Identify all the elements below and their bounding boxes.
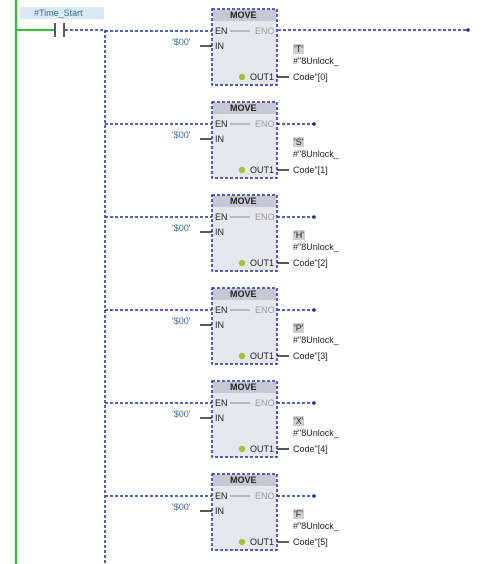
eno-pin-label: ENO xyxy=(255,398,275,408)
out1-pin-label: OUT1 xyxy=(250,72,275,82)
eno-pin-label: ENO xyxy=(255,26,275,36)
eno-pin-label: ENO xyxy=(255,212,275,222)
en-pin-label: EN xyxy=(215,212,228,222)
move-block-title: MOVE xyxy=(230,10,257,20)
out-operand-line1[interactable]: #"8Unlock_ xyxy=(293,242,339,252)
move-block-title: MOVE xyxy=(230,196,257,206)
move-block-title: MOVE xyxy=(230,103,257,113)
star-icon xyxy=(238,445,246,453)
out-char-value: 'T' xyxy=(293,44,304,54)
en-pin-label: EN xyxy=(215,398,228,408)
eno-wire-end xyxy=(312,308,316,312)
move-block[interactable] xyxy=(211,473,278,551)
contact-label[interactable]: #Time_Start xyxy=(20,7,104,19)
in-pin-label: IN xyxy=(215,320,224,330)
eno-pin-label: ENO xyxy=(255,491,275,501)
out-operand-line1[interactable]: #"8Unlock_ xyxy=(293,521,339,531)
move-block-header xyxy=(213,475,276,486)
eno-wire-end xyxy=(312,215,316,219)
out-operand-line2[interactable]: Code"[1] xyxy=(293,165,328,175)
out-operand-line2[interactable]: Code"[3] xyxy=(293,351,328,361)
out-operand-line2[interactable]: Code"[2] xyxy=(293,258,328,268)
star-icon xyxy=(238,166,246,174)
out1-pin-label: OUT1 xyxy=(250,258,275,268)
move-block-header xyxy=(213,196,276,207)
move-block-header xyxy=(213,10,276,21)
in-operand[interactable]: '$00' xyxy=(172,130,191,140)
rung-end-dot xyxy=(466,28,470,32)
in-pin-label: IN xyxy=(215,413,224,423)
out1-pin-label: OUT1 xyxy=(250,537,275,547)
eno-wire-end xyxy=(312,122,316,126)
out-char-value: 'F' xyxy=(293,509,304,519)
move-block-title: MOVE xyxy=(230,382,257,392)
move-block[interactable] xyxy=(211,287,278,365)
out1-pin-label: OUT1 xyxy=(250,351,275,361)
out-operand-line2[interactable]: Code"[5] xyxy=(293,537,328,547)
star-icon xyxy=(238,259,246,267)
in-pin-label: IN xyxy=(215,41,224,51)
move-block[interactable] xyxy=(211,194,278,272)
out-operand-line1[interactable]: #"8Unlock_ xyxy=(293,428,339,438)
move-block[interactable] xyxy=(211,380,278,458)
move-block-header xyxy=(213,289,276,300)
eno-wire-end xyxy=(312,494,316,498)
move-block-header xyxy=(213,103,276,114)
out-char-value: 'S' xyxy=(293,137,305,147)
move-block-title: MOVE xyxy=(230,475,257,485)
in-pin-label: IN xyxy=(215,134,224,144)
eno-wire-end xyxy=(312,401,316,405)
out-operand-line2[interactable]: Code"[4] xyxy=(293,444,328,454)
in-pin-label: IN xyxy=(215,506,224,516)
out1-pin-label: OUT1 xyxy=(250,444,275,454)
in-operand[interactable]: '$00' xyxy=(172,37,191,47)
star-icon xyxy=(238,352,246,360)
out-char-value: 'P' xyxy=(293,323,305,333)
en-pin-label: EN xyxy=(215,491,228,501)
eno-pin-label: ENO xyxy=(255,305,275,315)
in-operand[interactable]: '$00' xyxy=(172,223,191,233)
star-icon xyxy=(238,538,246,546)
out-operand-line1[interactable]: #"8Unlock_ xyxy=(293,56,339,66)
in-pin-label: IN xyxy=(215,227,224,237)
move-block-title: MOVE xyxy=(230,289,257,299)
en-pin-label: EN xyxy=(215,305,228,315)
in-operand[interactable]: '$00' xyxy=(172,316,191,326)
move-block[interactable] xyxy=(211,101,278,179)
in-operand[interactable]: '$00' xyxy=(172,409,191,419)
out1-pin-label: OUT1 xyxy=(250,165,275,175)
out-char-value: 'H' xyxy=(293,230,305,240)
out-operand-line2[interactable]: Code"[0] xyxy=(293,72,328,82)
in-operand[interactable]: '$00' xyxy=(172,502,191,512)
eno-pin-label: ENO xyxy=(255,119,275,129)
star-icon xyxy=(238,73,246,81)
en-pin-label: EN xyxy=(215,119,228,129)
out-char-value: 'X' xyxy=(293,416,305,426)
out-operand-line1[interactable]: #"8Unlock_ xyxy=(293,335,339,345)
out-operand-line1[interactable]: #"8Unlock_ xyxy=(293,149,339,159)
move-block[interactable] xyxy=(211,8,278,86)
move-block-header xyxy=(213,382,276,393)
en-pin-label: EN xyxy=(215,26,228,36)
